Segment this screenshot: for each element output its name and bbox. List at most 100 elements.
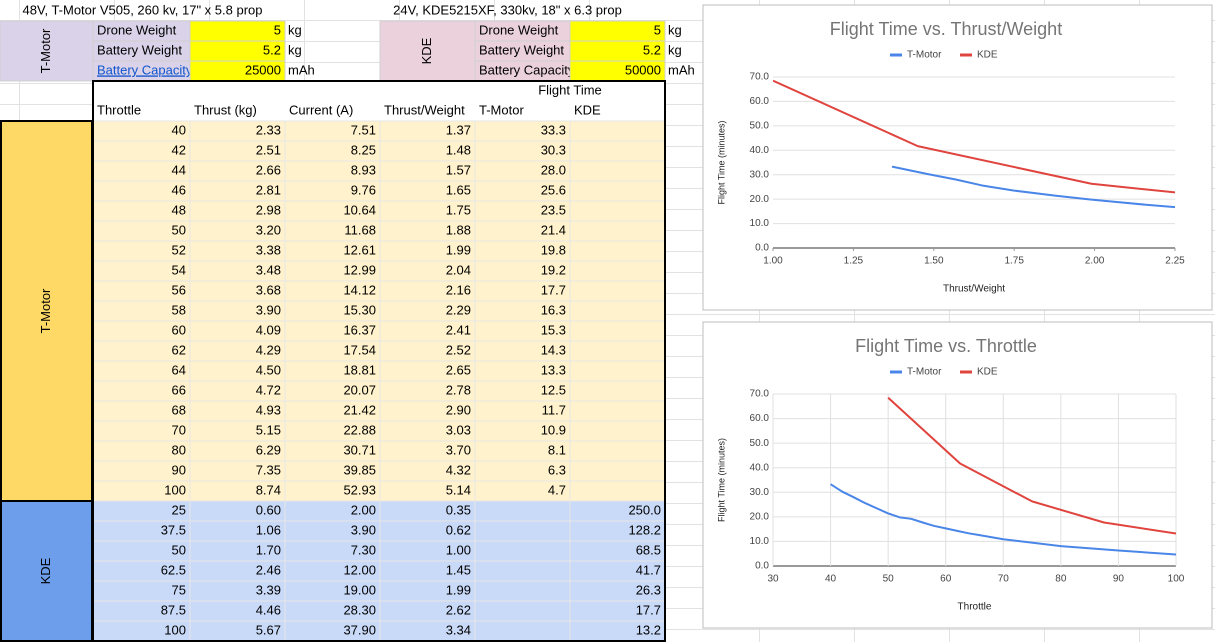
plot-area	[830, 396, 1176, 556]
data-cell	[569, 440, 666, 462]
data-cell	[474, 500, 571, 522]
cell-value: 10.9	[541, 422, 566, 437]
y-tick-label: 30.0	[750, 487, 770, 498]
cell-value: 6.29	[256, 442, 281, 457]
plot-area	[773, 79, 1175, 209]
cell-value: 2.98	[256, 202, 281, 217]
series-line	[773, 79, 1175, 194]
cell-value: 3.34	[446, 622, 471, 637]
y-tick-label: 0.0	[755, 561, 769, 572]
param-unit: kg	[668, 22, 682, 37]
cell-value: 28.0	[541, 162, 566, 177]
data-cell	[569, 460, 666, 482]
cell-value: 8.25	[351, 142, 376, 157]
cell-value: 19.2	[541, 262, 566, 277]
cell-value: 2.29	[446, 302, 471, 317]
data-cell	[474, 560, 571, 582]
cell-value: 19.00	[343, 582, 376, 597]
cell-value: 3.68	[256, 282, 281, 297]
block-heading: 48V, T-Motor V505, 260 kv, 17" x 5.8 pro…	[23, 2, 263, 17]
chart: Flight Time vs. Throttle T-Motor KDE 0.0 10.…	[702, 321, 1213, 629]
cell-value: 2.62	[446, 602, 471, 617]
param-unit: kg	[288, 22, 302, 37]
group-label: KDE	[38, 557, 53, 584]
cell-value: 4.7	[548, 482, 566, 497]
x-tick-label: 40	[825, 574, 837, 585]
group-label: T-Motor	[38, 288, 53, 333]
data-cell	[474, 620, 571, 642]
x-tick-label: 50	[883, 574, 895, 585]
cell-value: 18.81	[343, 362, 376, 377]
chart-frame	[702, 4, 1213, 311]
y-tick-label: 10.0	[750, 218, 770, 229]
chart-title: Flight Time vs. Throttle	[855, 336, 1037, 356]
param-unit: kg	[288, 42, 302, 57]
cell-value: 42	[172, 142, 186, 157]
cell-value: 7.30	[351, 542, 376, 557]
param-name: Drone Weight	[97, 22, 177, 37]
cell-value: 12.00	[343, 562, 376, 577]
cell-value: 54	[172, 262, 186, 277]
cell-value: 25.6	[541, 182, 566, 197]
cell-value: 28.30	[343, 602, 376, 617]
y-tick-label: 30.0	[750, 169, 770, 180]
cell-value: 90	[172, 462, 186, 477]
cell-value: 2.81	[256, 182, 281, 197]
data-cell	[569, 340, 666, 362]
cell-value: 1.75	[446, 202, 471, 217]
cell-value: 10.64	[343, 202, 376, 217]
y-tick-label: 60.0	[750, 413, 770, 424]
data-cell	[569, 200, 666, 222]
y-axis-label: Flight Time (minutes)	[716, 120, 726, 204]
y-tick-label: 40.0	[750, 145, 770, 156]
cell-value: 100	[164, 482, 186, 497]
data-cell	[569, 240, 666, 262]
cell-value: 26.3	[636, 582, 661, 597]
param-name[interactable]: Battery Capacity	[97, 62, 193, 77]
y-tick-label: 60.0	[750, 96, 770, 107]
cell-value: 50	[172, 222, 186, 237]
cell-value: 12.5	[541, 382, 566, 397]
data-cell	[474, 540, 571, 562]
cell-value: 4.50	[256, 362, 281, 377]
cell-value: 16.37	[343, 322, 376, 337]
motor-label: KDE	[419, 37, 434, 64]
cell-value: 1.88	[446, 222, 471, 237]
cell-value: 33.3	[541, 122, 566, 137]
cell-value: 23.5	[541, 202, 566, 217]
motor-label-cell	[0, 20, 94, 82]
cell-value: 17.7	[636, 602, 661, 617]
cell-value: 30.3	[541, 142, 566, 157]
x-tick-label: 80	[1055, 574, 1067, 585]
cell-value: 41.7	[636, 562, 661, 577]
cell-value: 17.54	[343, 342, 376, 357]
x-tick-label: 2.25	[1165, 256, 1185, 267]
cell-value: 16.3	[541, 302, 566, 317]
param-unit: mAh	[668, 62, 695, 77]
cell-value: 4.46	[256, 602, 281, 617]
cell-value: 40	[172, 122, 186, 137]
cell-value: 5.15	[256, 422, 281, 437]
cell-value: 11.7	[542, 402, 566, 417]
cell-value: 250.0	[628, 502, 661, 517]
cell-value: 4.29	[256, 342, 281, 357]
column-header: KDE	[574, 102, 601, 117]
data-cell	[474, 580, 571, 602]
cell-value: 2.90	[446, 402, 471, 417]
y-axis-label: Flight Time (minutes)	[716, 438, 726, 522]
cell-value: 7.35	[256, 462, 281, 477]
param-value: 5	[274, 22, 281, 37]
cell-value: 56	[172, 282, 186, 297]
column-header: Thrust/Weight	[384, 102, 465, 117]
cell-value: 8.93	[351, 162, 376, 177]
cell-value: 2.51	[256, 142, 281, 157]
cell-value: 25	[172, 502, 186, 517]
y-tick-label: 20.0	[750, 511, 770, 522]
cell-value: 1.00	[446, 542, 471, 557]
data-cell	[569, 220, 666, 242]
cell-value: 9.76	[351, 182, 376, 197]
cell-value: 62	[172, 342, 186, 357]
cell-value: 1.37	[446, 122, 471, 137]
data-cell	[569, 380, 666, 402]
